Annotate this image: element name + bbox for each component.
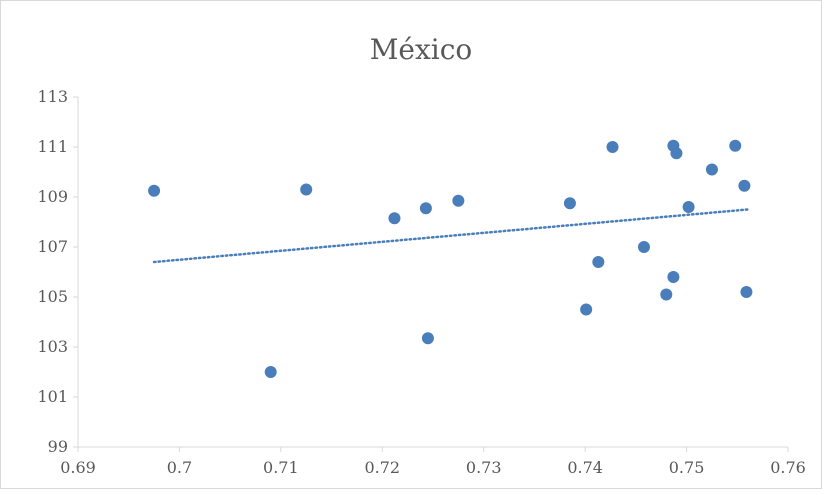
data-point bbox=[637, 241, 650, 253]
data-point bbox=[738, 179, 751, 192]
data-point bbox=[388, 212, 401, 225]
data-point bbox=[580, 303, 593, 316]
data-point bbox=[300, 183, 313, 196]
data-point bbox=[705, 163, 718, 176]
data-point bbox=[452, 194, 465, 207]
data-point bbox=[682, 201, 695, 213]
x-tick-label: 0.76 bbox=[770, 458, 806, 477]
data-point bbox=[670, 147, 683, 160]
data-point bbox=[660, 288, 673, 301]
x-tick-label: 0.75 bbox=[669, 458, 705, 477]
data-point bbox=[419, 202, 432, 215]
y-tick-label: 101 bbox=[37, 387, 68, 406]
tick-labels: 99 101 103 105 107 109 111 113 0.69 0.7 0.71 0.72 0.… bbox=[37, 87, 805, 477]
x-tick-label: 0.71 bbox=[263, 458, 299, 477]
axes bbox=[73, 96, 789, 452]
data-point bbox=[148, 184, 161, 197]
data-point bbox=[729, 139, 742, 152]
y-tick-label: 105 bbox=[37, 287, 68, 306]
data-point bbox=[667, 271, 680, 283]
trendline bbox=[152, 208, 749, 264]
y-tick-label: 107 bbox=[37, 237, 68, 256]
data-point bbox=[592, 256, 605, 268]
data-points bbox=[148, 139, 753, 378]
data-point bbox=[740, 286, 753, 298]
x-tick-label: 0.69 bbox=[60, 458, 96, 477]
y-tick-label: 111 bbox=[37, 137, 68, 156]
x-tick-label: 0.73 bbox=[466, 458, 502, 477]
x-tick-label: 0.72 bbox=[364, 458, 400, 477]
chart-title: México bbox=[370, 33, 473, 66]
trendline-group bbox=[152, 208, 749, 264]
data-point bbox=[563, 197, 576, 210]
data-point bbox=[264, 366, 277, 378]
x-tick-label: 0.7 bbox=[167, 458, 192, 477]
data-point bbox=[606, 141, 619, 153]
y-tick-label: 109 bbox=[37, 187, 68, 206]
data-point bbox=[421, 332, 434, 345]
x-tick-label: 0.74 bbox=[567, 458, 603, 477]
y-tick-label: 103 bbox=[37, 337, 68, 356]
y-tick-label: 113 bbox=[37, 87, 68, 106]
y-tick-label: 99 bbox=[48, 437, 68, 456]
